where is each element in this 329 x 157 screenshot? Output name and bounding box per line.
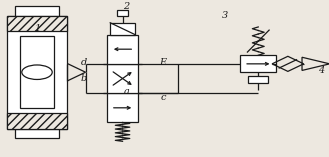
Bar bbox=[110, 23, 135, 35]
Bar bbox=[107, 64, 138, 93]
Bar bbox=[7, 113, 67, 129]
Text: 1: 1 bbox=[35, 24, 41, 33]
Bar bbox=[7, 16, 67, 31]
Bar bbox=[20, 36, 54, 108]
Text: E: E bbox=[159, 58, 166, 67]
Text: 3: 3 bbox=[222, 11, 228, 20]
Text: c: c bbox=[160, 93, 165, 102]
Bar bbox=[15, 6, 59, 16]
Bar bbox=[240, 55, 276, 73]
Text: a: a bbox=[124, 87, 130, 96]
Bar bbox=[15, 129, 59, 138]
Bar bbox=[116, 10, 128, 16]
Text: b: b bbox=[81, 74, 87, 83]
Bar bbox=[107, 35, 138, 64]
Text: d: d bbox=[81, 58, 87, 67]
Bar bbox=[7, 16, 67, 129]
Text: 4: 4 bbox=[318, 66, 324, 75]
Bar bbox=[107, 93, 138, 122]
Bar bbox=[248, 76, 268, 84]
Text: 2: 2 bbox=[124, 2, 130, 11]
